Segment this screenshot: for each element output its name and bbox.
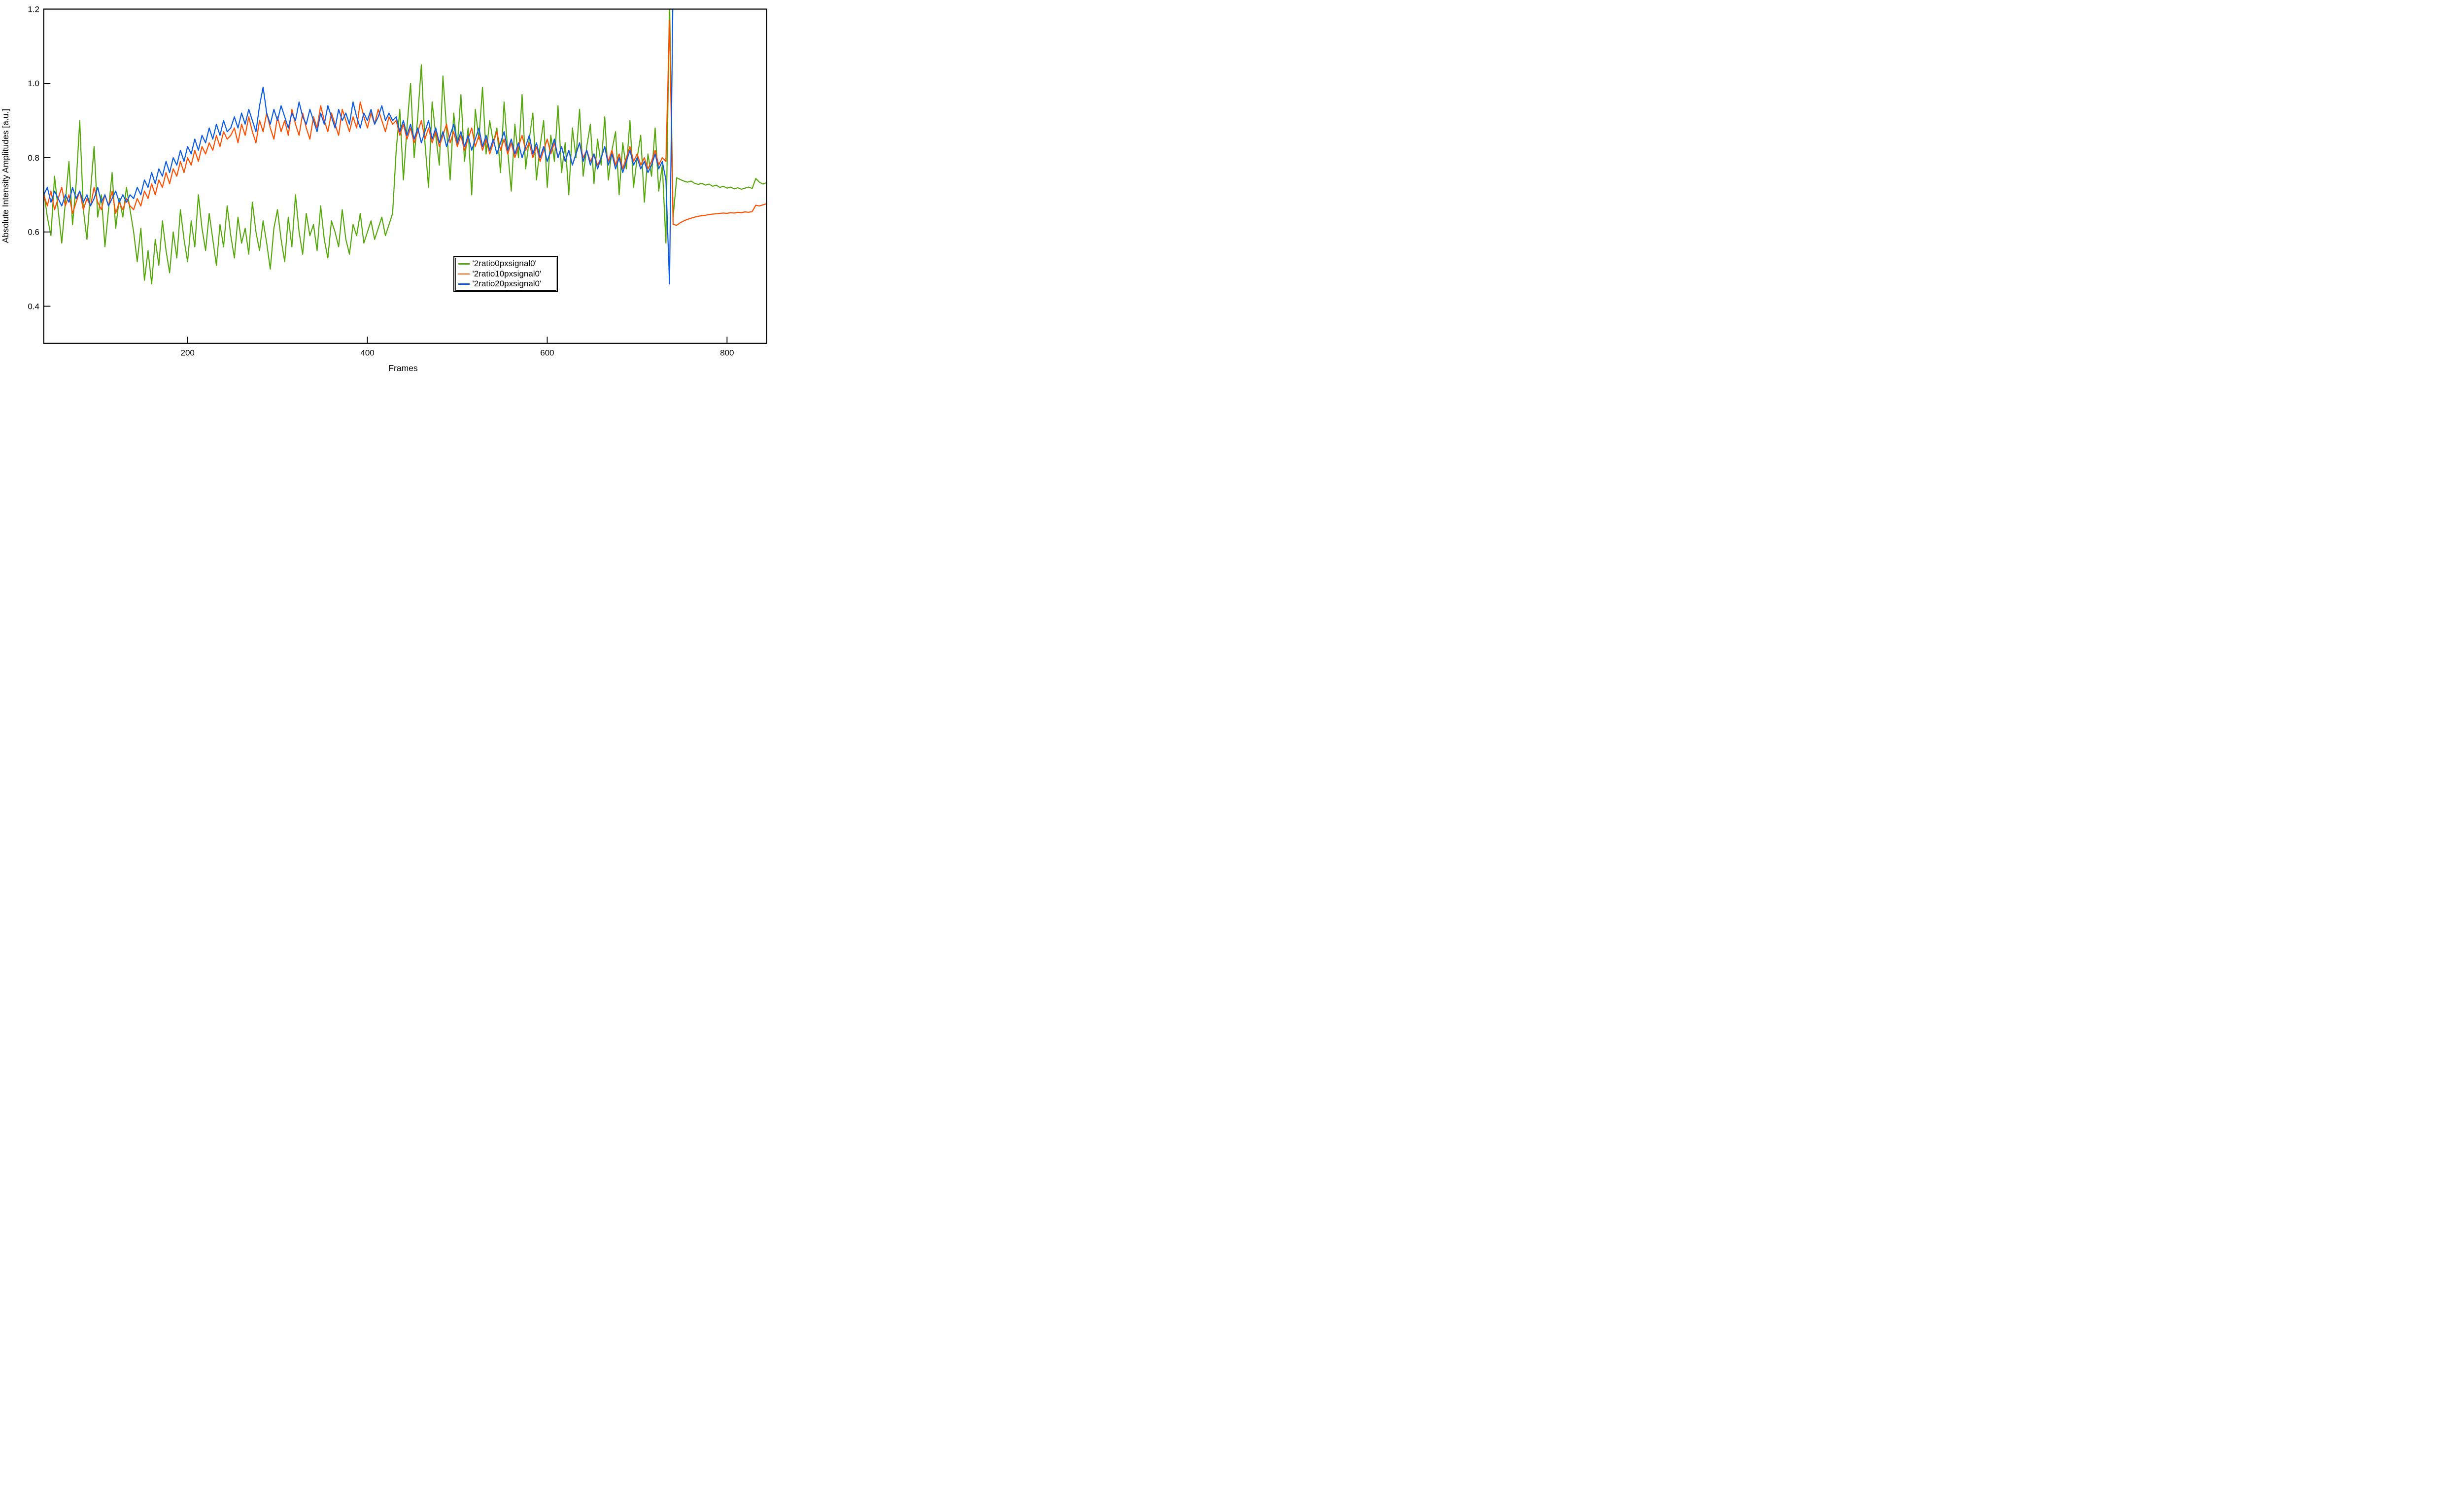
x-tick-label: 200: [181, 348, 195, 357]
legend-entry: '2ratio20pxsignal0': [457, 279, 555, 289]
y-tick-label: 1.2: [28, 5, 39, 14]
y-tick-label: 0.8: [28, 153, 39, 163]
series-group: [43, 9, 767, 285]
y-tick-label: 0.6: [28, 228, 39, 237]
axis-tick-labels: 200 400 600 800 1.2 1.0 0.8 0.6 0.4: [28, 5, 734, 358]
x-axis-title: Frames: [388, 363, 418, 373]
x-tick-label: 400: [360, 348, 374, 357]
legend-line-sample-icon: [458, 283, 470, 285]
series-line-2ratio10pxsignal0: [43, 20, 767, 226]
legend-entry: '2ratio10pxsignal0': [457, 269, 555, 279]
axes-box: [43, 8, 767, 344]
y-axis-title: Absolute Intensity Amplitudes [a.u.]: [0, 109, 10, 243]
chart-canvas: 200 400 600 800 1.2 1.0 0.8 0.6 0.4 Frames Absol…: [0, 5, 767, 373]
x-tick-label: 800: [720, 348, 734, 357]
x-tick-label: 600: [540, 348, 554, 357]
legend: '2ratio0pxsignal0' '2ratio10pxsignal0' '2r…: [453, 256, 558, 292]
figure: 200 400 600 800 1.2 1.0 0.8 0.6 0.4 Frames Absol…: [0, 0, 787, 376]
series-line-2ratio0pxsignal0: [43, 9, 767, 285]
legend-entry-label: '2ratio20pxsignal0': [472, 279, 542, 289]
y-tick-label: 0.4: [28, 302, 39, 311]
legend-entry: '2ratio0pxsignal0': [457, 259, 555, 269]
legend-entry-label: '2ratio0pxsignal0': [472, 259, 537, 269]
series-line-2ratio20pxsignal0: [43, 9, 674, 285]
axis-ticks: [43, 8, 728, 343]
legend-line-sample-icon: [458, 273, 470, 275]
legend-entry-label: '2ratio10pxsignal0': [472, 269, 542, 278]
y-tick-label: 1.0: [28, 79, 39, 88]
legend-box: '2ratio0pxsignal0' '2ratio10pxsignal0' '2r…: [455, 257, 556, 291]
legend-line-sample-icon: [458, 263, 470, 265]
